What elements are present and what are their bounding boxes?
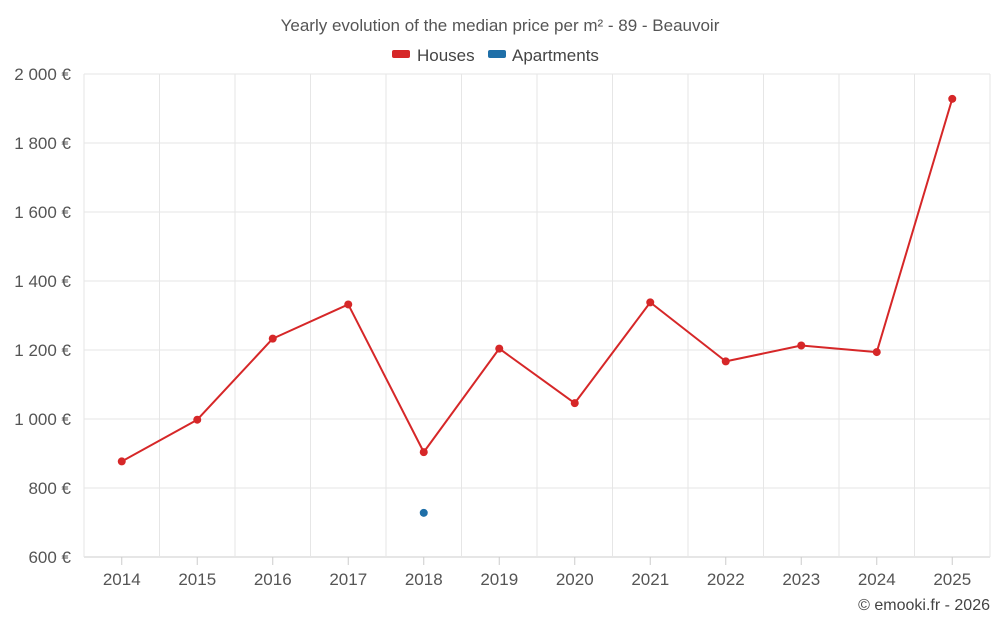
x-tick-label: 2023 <box>782 570 820 589</box>
data-point-houses-2024[interactable] <box>872 348 881 357</box>
x-tick-label: 2021 <box>631 570 669 589</box>
legend: Houses Apartments <box>392 46 599 65</box>
series-houses <box>117 94 957 466</box>
data-point-houses-2020[interactable] <box>570 399 579 408</box>
credit-text: © emooki.fr - 2026 <box>858 597 990 614</box>
data-point-apartments-2018[interactable] <box>419 508 428 517</box>
y-tick-label: 1 800 € <box>14 134 71 153</box>
y-tick-label: 2 000 € <box>14 65 71 84</box>
data-point-houses-2018[interactable] <box>419 448 428 457</box>
x-tick-label: 2014 <box>103 570 141 589</box>
data-point-houses-2014[interactable] <box>117 457 126 466</box>
y-tick-label: 1 200 € <box>14 341 71 360</box>
legend-item-houses[interactable]: Houses <box>392 46 475 65</box>
data-point-houses-2019[interactable] <box>495 344 504 353</box>
x-axis-labels: 2014 2015 2016 2017 2018 2019 2020 2021 2022 2023… <box>103 557 971 589</box>
y-tick-label: 800 € <box>28 479 71 498</box>
y-tick-label: 600 € <box>28 548 71 567</box>
y-tick-label: 1 000 € <box>14 410 71 429</box>
x-tick-label: 2019 <box>480 570 518 589</box>
x-tick-label: 2025 <box>933 570 971 589</box>
y-tick-label: 1 400 € <box>14 272 71 291</box>
data-point-houses-2025[interactable] <box>948 94 957 103</box>
data-point-houses-2017[interactable] <box>344 300 353 309</box>
x-tick-label: 2015 <box>178 570 216 589</box>
x-tick-label: 2020 <box>556 570 594 589</box>
x-tick-label: 2024 <box>858 570 896 589</box>
y-axis-labels: 600 € 800 € 1 000 € 1 200 € 1 400 € 1 600 € 1 … <box>14 65 71 567</box>
y-tick-label: 1 600 € <box>14 203 71 222</box>
data-point-houses-2015[interactable] <box>193 415 202 424</box>
data-point-houses-2023[interactable] <box>797 341 806 350</box>
x-gridlines <box>83 74 991 557</box>
series-line-houses <box>121 98 954 463</box>
legend-label-apartments: Apartments <box>512 46 599 65</box>
data-point-houses-2022[interactable] <box>721 357 730 366</box>
x-tick-label: 2016 <box>254 570 292 589</box>
legend-swatch-apartments <box>488 50 506 58</box>
data-point-houses-2016[interactable] <box>268 334 277 343</box>
x-tick-label: 2017 <box>329 570 367 589</box>
legend-label-houses: Houses <box>417 46 475 65</box>
x-tick-label: 2022 <box>707 570 745 589</box>
x-tick-label: 2018 <box>405 570 443 589</box>
legend-swatch-houses <box>392 50 410 58</box>
data-point-houses-2021[interactable] <box>646 298 655 307</box>
chart-title: Yearly evolution of the median price per… <box>281 16 720 35</box>
series-apartments <box>419 508 428 517</box>
series-group <box>117 94 957 517</box>
legend-item-apartments[interactable]: Apartments <box>488 46 599 65</box>
